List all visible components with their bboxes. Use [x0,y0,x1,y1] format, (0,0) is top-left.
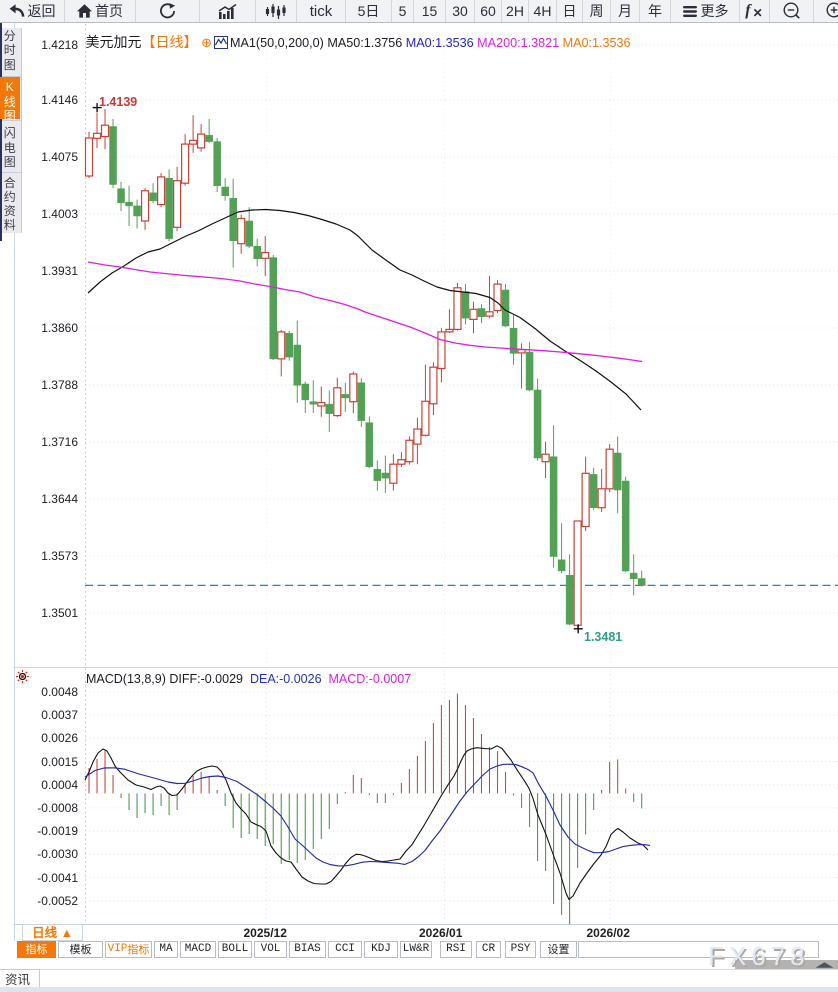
svg-text:1.3481: 1.3481 [584,630,622,644]
svg-text:1.4139: 1.4139 [99,95,137,109]
